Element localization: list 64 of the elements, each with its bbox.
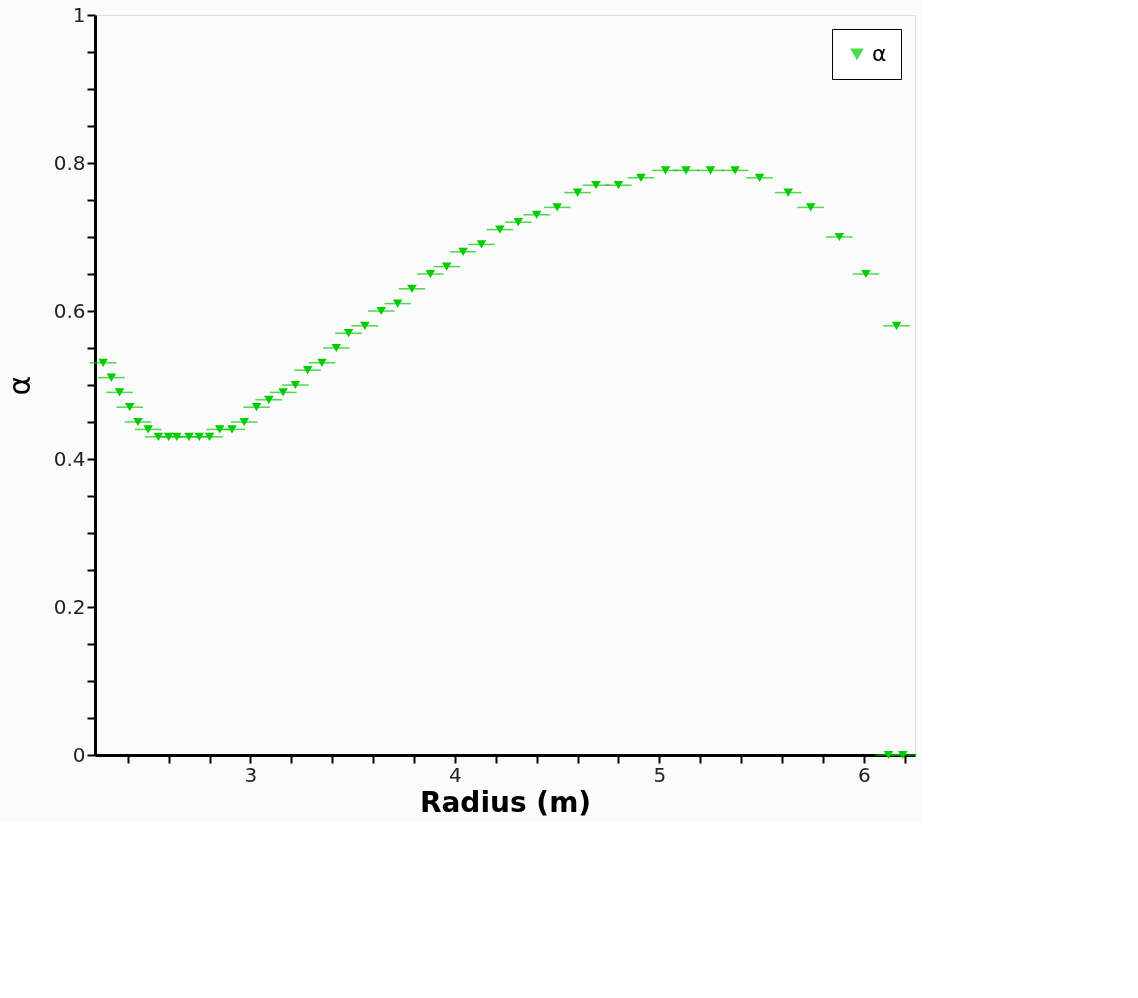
- point: [572, 188, 583, 197]
- point: [636, 173, 646, 182]
- x-tick-label: 5: [653, 762, 667, 787]
- point: [133, 417, 143, 427]
- point: [106, 373, 117, 382]
- point: [125, 403, 135, 412]
- point: [376, 306, 387, 316]
- legend-label: α: [872, 41, 887, 66]
- point: [458, 247, 468, 256]
- point: [425, 269, 436, 279]
- point: [495, 225, 505, 234]
- point: [331, 343, 342, 353]
- point: [513, 218, 524, 227]
- y-tick-label: 0: [72, 742, 86, 767]
- point: [317, 358, 327, 367]
- x-axis-title: Radius (m): [419, 785, 592, 819]
- point: [360, 321, 370, 330]
- x-tick-label: 3: [244, 762, 258, 787]
- point: [264, 395, 274, 404]
- y-tick-label: 0.6: [53, 298, 86, 323]
- point: [290, 380, 301, 390]
- point: [883, 750, 894, 760]
- point: [215, 425, 225, 434]
- point: [114, 388, 125, 397]
- y-tick-label: 1: [72, 2, 86, 27]
- point: [204, 432, 215, 441]
- point: [143, 425, 153, 434]
- point: [251, 403, 262, 412]
- point: [805, 203, 816, 212]
- point: [591, 181, 601, 190]
- point: [705, 166, 716, 175]
- point: [613, 181, 624, 190]
- point: [441, 262, 452, 271]
- point: [834, 232, 845, 242]
- point: [239, 417, 250, 427]
- point: [227, 425, 237, 434]
- point: [278, 388, 288, 397]
- point: [681, 166, 691, 175]
- point: [184, 432, 194, 441]
- point: [897, 750, 908, 760]
- y-tick-label: 0.4: [53, 446, 86, 471]
- point: [407, 284, 417, 293]
- point: [163, 432, 174, 441]
- point: [343, 329, 354, 338]
- point: [476, 240, 487, 249]
- y-tick-label: 0.8: [53, 150, 86, 175]
- point: [194, 432, 205, 441]
- y-tick-label: 0.2: [53, 594, 86, 619]
- y-axis-title: α: [1, 375, 37, 396]
- point: [392, 299, 403, 308]
- point: [552, 203, 562, 212]
- point: [531, 210, 542, 219]
- point: [891, 321, 902, 330]
- point: [783, 188, 793, 197]
- point: [153, 432, 164, 441]
- point: [172, 432, 182, 441]
- point: [730, 166, 740, 175]
- point: [302, 366, 313, 375]
- point: [660, 166, 671, 175]
- point: [98, 358, 108, 367]
- point: [754, 173, 765, 182]
- x-tick-label: 6: [858, 762, 871, 787]
- point: [861, 269, 871, 279]
- x-tick-label: 4: [449, 762, 462, 787]
